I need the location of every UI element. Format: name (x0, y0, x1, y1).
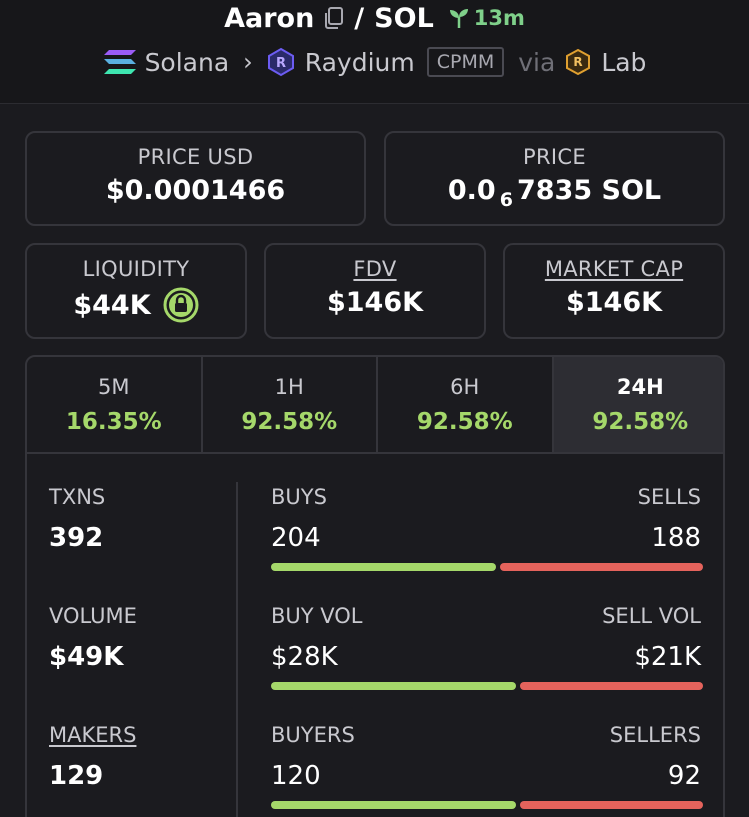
price-zero-count: 6 (499, 188, 513, 211)
makers-label[interactable]: MAKERS (49, 723, 137, 747)
pair-separator: / (354, 2, 365, 34)
market-cap-label[interactable]: MARKET CAP (544, 257, 684, 281)
tab-label: 5M (98, 375, 130, 399)
sellers-label: SELLERS (609, 723, 701, 747)
sells-value: 188 (651, 523, 701, 553)
token-name: Aaron (224, 2, 315, 34)
sells-bar (500, 563, 703, 571)
price-native-box: PRICE 0.0 6 7835 SOL (384, 131, 725, 226)
buys-label: BUYS (271, 485, 327, 509)
makers-value: 129 (49, 761, 104, 791)
txns-label: TXNS (49, 485, 106, 509)
pair-route: Solana › R Raydium CPMM via R Lab (0, 40, 749, 84)
tab-6h[interactable]: 6H 92.58% (378, 357, 554, 452)
sprout-icon (449, 9, 468, 28)
buy-vol-bar (271, 682, 516, 690)
pair-age: 13m (448, 6, 525, 30)
price-native-label: PRICE (523, 145, 586, 169)
svg-text:R: R (574, 55, 583, 69)
liquidity-row: $44K (27, 287, 245, 323)
sellers-value: 92 (667, 761, 701, 791)
price-prefix: 0.0 (447, 175, 496, 206)
solana-icon (103, 50, 136, 74)
fdv-box: FDV $146K (264, 243, 486, 339)
sells-label: SELLS (637, 485, 701, 509)
volume-label: VOLUME (49, 604, 137, 628)
pair-title: Aaron / SOL 13m (0, 0, 749, 36)
price-usd-value: $0.0001466 (105, 175, 286, 206)
pool-type-badge: CPMM (426, 47, 505, 77)
sell-vol-bar (520, 682, 703, 690)
buys-value: 204 (271, 523, 321, 553)
liquidity-box: LIQUIDITY $44K (25, 243, 247, 339)
tab-24h[interactable]: 24H 92.58% (553, 357, 723, 452)
column-divider (236, 482, 238, 817)
buy-vol-value: $28K (271, 642, 338, 672)
tab-5m[interactable]: 5M 16.35% (27, 357, 203, 452)
lock-icon[interactable] (163, 287, 199, 323)
market-cap-value: $146K (565, 287, 663, 318)
pair-header: Aaron / SOL 13m Solana › R Raydium CPMM … (0, 0, 749, 104)
launchpad-link[interactable]: Lab (601, 47, 647, 77)
tab-label: 1H (274, 375, 304, 399)
txns-value: 392 (49, 523, 104, 553)
tab-change: 92.58% (592, 409, 689, 435)
timeframe-tabs: 5M 16.35% 1H 92.58% 6H 92.58% 24H 92.58% (27, 357, 723, 454)
stats-panel: 5M 16.35% 1H 92.58% 6H 92.58% 24H 92.58%… (25, 355, 725, 817)
tab-1h[interactable]: 1H 92.58% (203, 357, 378, 452)
lab-icon: R (566, 48, 591, 76)
age-text: 13m (473, 6, 525, 30)
market-cap-box: MARKET CAP $146K (503, 243, 725, 339)
sell-vol-label: SELL VOL (602, 604, 701, 628)
copy-icon[interactable] (322, 6, 344, 30)
price-usd-box: PRICE USD $0.0001466 (25, 131, 366, 226)
liquidity-value: $44K (73, 289, 151, 321)
buyers-label: BUYERS (271, 723, 355, 747)
price-usd-label: PRICE USD (137, 145, 254, 169)
price-native-value: 0.0 6 7835 SOL (386, 175, 723, 211)
raydium-icon: R (267, 47, 294, 77)
buyers-value: 120 (271, 761, 321, 791)
via-text: via (518, 47, 556, 77)
tab-change: 16.35% (65, 409, 162, 435)
tab-change: 92.58% (241, 409, 338, 435)
tab-change: 92.58% (416, 409, 513, 435)
quote-token: SOL (374, 2, 434, 34)
chain-link[interactable]: Solana (144, 47, 230, 77)
fdv-value: $146K (326, 287, 424, 318)
price-suffix: 7835 SOL (516, 175, 662, 206)
dex-link[interactable]: Raydium (304, 47, 415, 77)
buys-bar (271, 563, 496, 571)
tab-label: 6H (450, 375, 480, 399)
chevron-right-icon: › (243, 48, 253, 76)
buyers-bar (271, 801, 516, 809)
volume-value: $49K (49, 642, 124, 672)
svg-text:R: R (276, 56, 286, 71)
buy-vol-label: BUY VOL (271, 604, 363, 628)
liquidity-label: LIQUIDITY (82, 257, 190, 281)
sell-vol-value: $21K (634, 642, 701, 672)
fdv-label[interactable]: FDV (353, 257, 397, 281)
tab-label: 24H (616, 375, 664, 399)
sellers-bar (520, 801, 703, 809)
